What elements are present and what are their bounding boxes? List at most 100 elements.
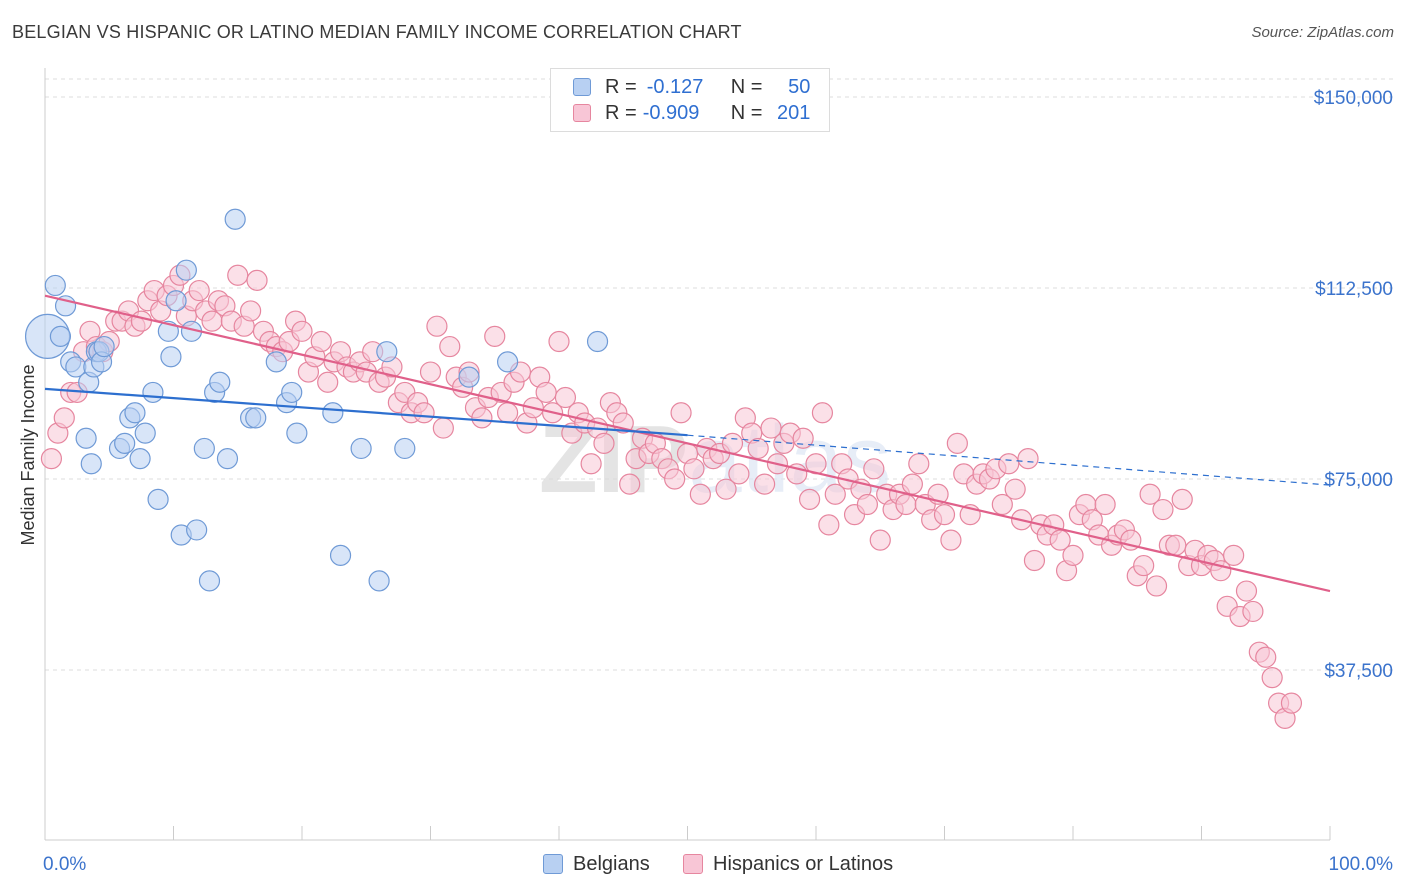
belgian-point — [329, 544, 352, 567]
hispanic-point — [291, 320, 313, 342]
belgian-point — [376, 341, 398, 363]
hispanic-point — [933, 504, 956, 526]
belgian-trend-extension — [687, 434, 1331, 486]
hispanic-point — [895, 493, 917, 516]
hispanic-point — [240, 300, 262, 322]
hispanic-trend-line — [44, 294, 1331, 593]
hispanic-point — [471, 407, 493, 429]
hispanic-point — [856, 493, 879, 516]
belgian-point — [198, 570, 221, 592]
hispanic-point — [818, 514, 840, 536]
hispanic-point — [1017, 448, 1039, 470]
legend-n-value: 50 — [788, 75, 811, 98]
hispanic-point — [908, 453, 930, 475]
legend-r-value: -0.909 — [642, 101, 700, 124]
belgian-point — [160, 346, 182, 368]
hispanic-point — [1152, 498, 1174, 521]
belgian-point — [49, 325, 72, 347]
belgian-point — [142, 381, 164, 404]
hispanic-point — [998, 453, 1020, 475]
hispanic-point — [824, 483, 846, 505]
belgian-point — [245, 407, 267, 429]
belgian-point — [114, 432, 136, 454]
x-tick-label: 100.0% — [1329, 854, 1394, 875]
hispanic-point — [439, 335, 461, 358]
legend-r-label: R = — [605, 101, 637, 124]
hispanic-point — [1280, 692, 1303, 714]
hispanic-point — [426, 315, 448, 337]
hispanic-point — [130, 310, 152, 332]
hispanic-point — [497, 402, 519, 424]
y-axis-title: Median Family Income — [18, 364, 38, 545]
legend-row-belgians: R = -0.127 N = 50 — [573, 74, 810, 100]
hispanic-point — [1094, 493, 1116, 516]
belgians-swatch — [543, 854, 563, 874]
hispanic-point — [619, 473, 641, 495]
belgian-point — [322, 402, 344, 424]
belgian-point — [147, 488, 169, 510]
belgian-point — [80, 453, 102, 475]
belgian-point — [93, 335, 115, 358]
hispanic-point — [53, 407, 75, 429]
hispanic-point — [1165, 534, 1187, 556]
belgian-trend-line — [44, 387, 688, 437]
hispanic-point — [1062, 544, 1084, 567]
legend-r-label: R = — [605, 75, 637, 98]
bottom-legend-hispanics: Hispanics or Latinos — [683, 852, 893, 876]
belgian-point — [281, 381, 303, 404]
chart-title: BELGIAN VS HISPANIC OR LATINO MEDIAN FAM… — [12, 22, 742, 42]
hispanic-point — [1145, 575, 1168, 597]
hispanic-point — [940, 529, 962, 551]
hispanic-point — [484, 325, 506, 347]
hispanic-point — [419, 361, 442, 383]
hispanic-point — [40, 448, 63, 470]
hispanic-point — [188, 279, 210, 302]
hispanic-point — [946, 432, 968, 454]
belgian-point — [165, 290, 187, 312]
hispanic-point — [310, 330, 332, 353]
hispanic-point — [753, 473, 776, 495]
belgian-point — [368, 570, 390, 592]
belgian-point — [124, 402, 146, 424]
hispanic-point — [548, 330, 570, 353]
belgian-point — [44, 274, 66, 297]
belgians-swatch — [573, 78, 591, 96]
belgian-point — [497, 351, 519, 373]
hispanic-point — [689, 483, 711, 505]
hispanic-point — [715, 478, 737, 500]
belgian-point — [157, 320, 179, 342]
hispanic-point — [798, 488, 821, 510]
correlation-legend: R = -0.127 N = 50 R = -0.909 N = 201 — [550, 68, 830, 132]
hispanic-point — [1004, 478, 1026, 500]
hispanic-point — [1023, 549, 1046, 572]
hispanic-point — [991, 493, 1013, 516]
hispanic-point — [1133, 554, 1155, 577]
hispanic-point — [1242, 600, 1264, 623]
hispanic-point — [664, 468, 686, 490]
hispanic-point — [1171, 488, 1193, 510]
hispanic-point — [535, 381, 557, 404]
bottom-legend-label: Belgians — [573, 852, 650, 875]
bottom-legend-belgians: Belgians — [543, 852, 650, 876]
hispanic-point — [413, 402, 435, 424]
belgian-point — [175, 259, 197, 281]
hispanic-point — [554, 386, 577, 409]
legend-n-label: N = — [730, 75, 763, 98]
y-tick-label: $75,000 — [1324, 470, 1393, 491]
y-tick-label: $150,000 — [1314, 88, 1393, 109]
bottom-legend-label: Hispanics or Latinos — [713, 852, 894, 875]
belgian-point — [193, 437, 215, 460]
belgian-point — [75, 427, 97, 449]
belgian-point — [134, 422, 156, 444]
belgian-point — [224, 208, 246, 230]
hispanic-point — [593, 432, 615, 454]
hispanic-point — [811, 402, 834, 424]
hispanic-point — [1255, 646, 1277, 668]
belgian-point — [186, 519, 208, 541]
hispanic-point — [901, 473, 923, 495]
legend-n-label: N = — [730, 101, 763, 124]
hispanic-point — [721, 432, 744, 454]
belgian-point — [394, 437, 416, 460]
